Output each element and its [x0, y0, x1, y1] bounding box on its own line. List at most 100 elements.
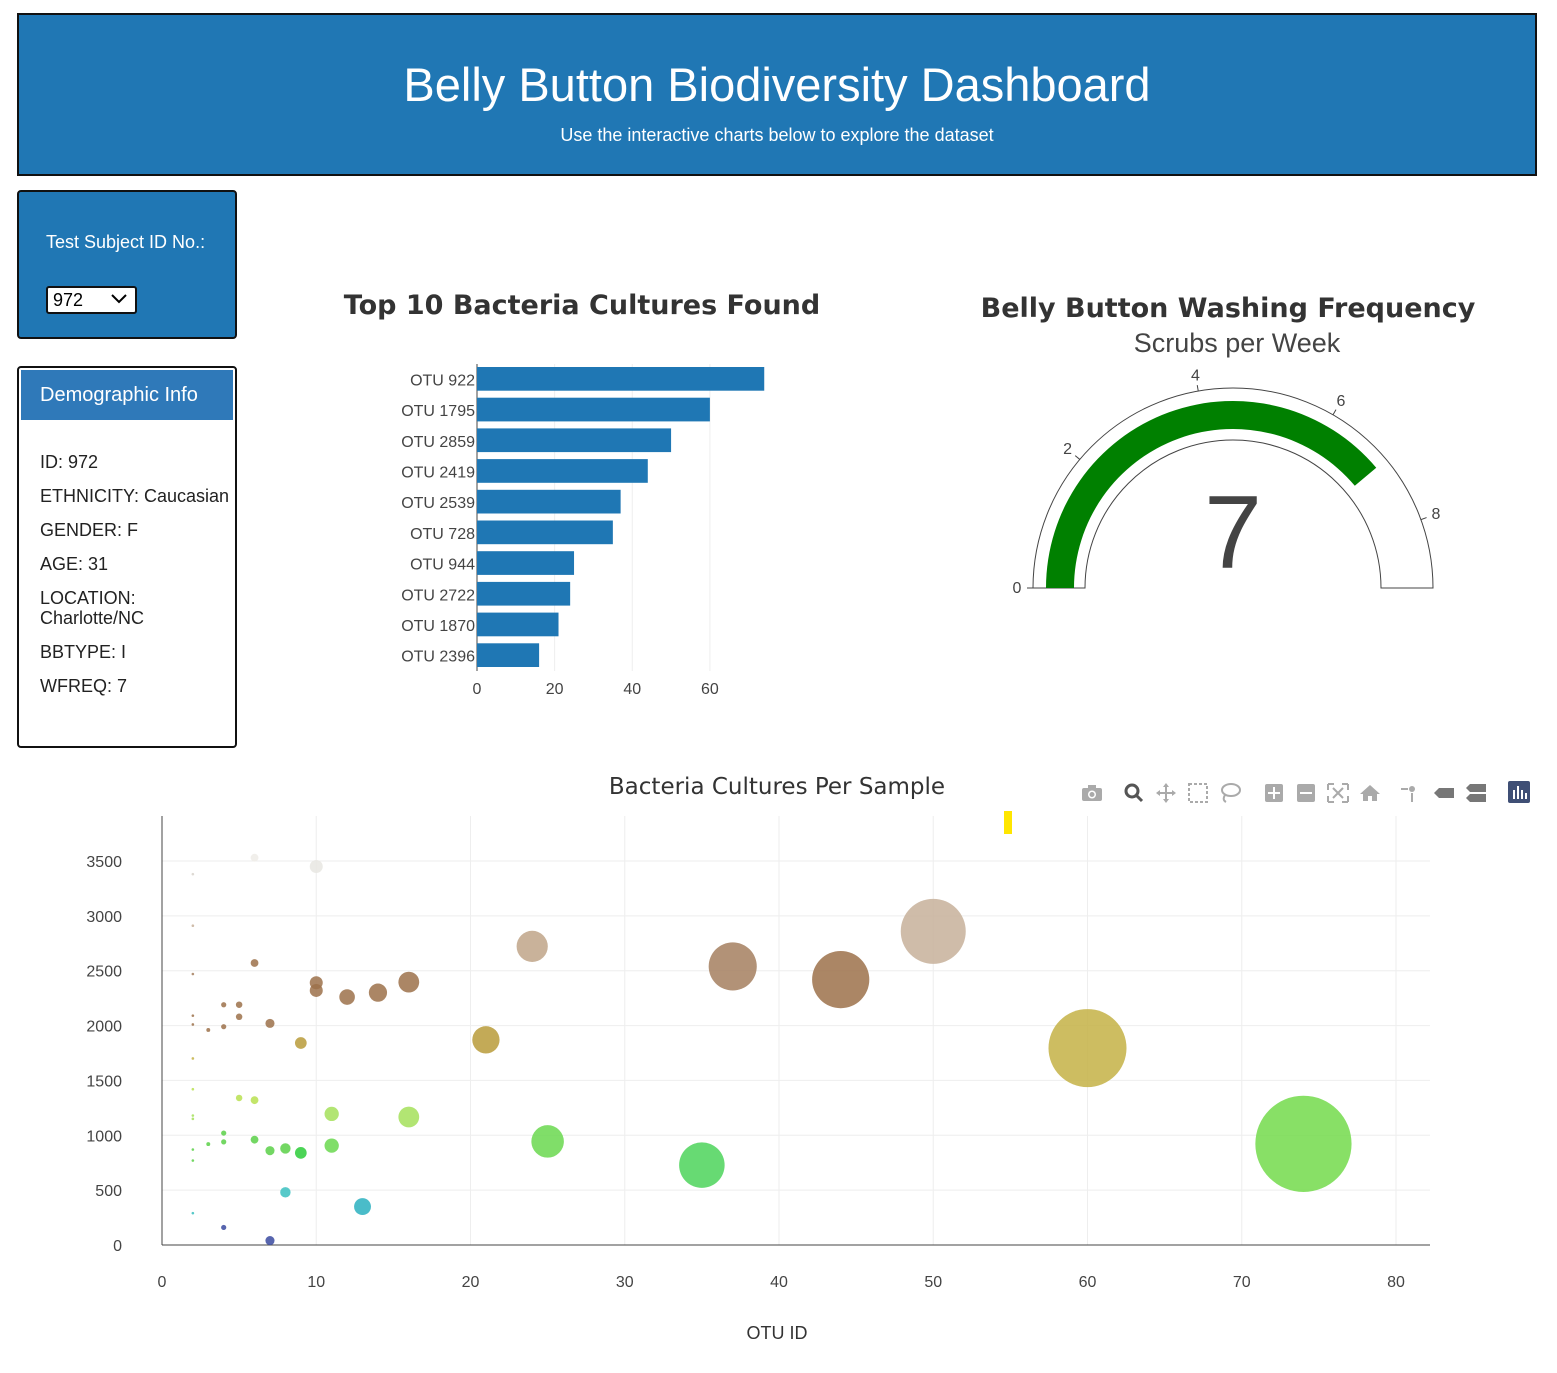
bubble-point[interactable]	[812, 951, 870, 1009]
spike-lines-icon[interactable]	[1398, 782, 1422, 809]
bar-y-tick-label: OTU 944	[410, 557, 475, 574]
bar[interactable]	[477, 581, 571, 606]
bubble-point[interactable]	[339, 989, 355, 1005]
bubble-point[interactable]	[235, 1001, 243, 1008]
bubble-point[interactable]	[191, 1023, 195, 1026]
gauge-tick-label: 2	[1063, 441, 1072, 458]
bubble-point[interactable]	[280, 1187, 291, 1198]
bubble-point[interactable]	[191, 1114, 195, 1117]
bar-y-tick-label: OTU 2722	[401, 587, 475, 604]
bubble-point[interactable]	[1255, 1095, 1352, 1192]
autoscale-icon[interactable]	[1326, 782, 1350, 809]
bubble-point[interactable]	[191, 972, 195, 976]
bubble-point[interactable]	[900, 898, 966, 964]
bar-y-tick-label: OTU 1795	[401, 403, 475, 420]
bubble-x-tick-label: 60	[1079, 1274, 1097, 1291]
bubble-point[interactable]	[206, 1028, 211, 1032]
zoom-out-icon[interactable]	[1294, 782, 1318, 809]
bubble-point[interactable]	[1048, 1009, 1127, 1088]
page-subtitle: Use the interactive charts below to expl…	[560, 125, 994, 145]
bubble-point[interactable]	[250, 853, 259, 862]
zoom-icon[interactable]	[1122, 782, 1146, 809]
bar-x-tick-label: 20	[546, 681, 564, 698]
bubble-chart-xlabel: OTU ID	[747, 1323, 808, 1343]
bubble-point[interactable]	[191, 1117, 195, 1121]
bubble-point[interactable]	[191, 924, 195, 928]
bar[interactable]	[477, 612, 559, 637]
bar[interactable]	[477, 459, 648, 483]
bubble-point[interactable]	[191, 1159, 195, 1162]
plotly-logo-icon[interactable]	[1508, 781, 1530, 808]
bubble-point[interactable]	[221, 1139, 227, 1145]
bubble-point[interactable]	[265, 1018, 275, 1028]
demographic-panel: Demographic Info ID: 972 ETHNICITY: Cauc…	[17, 366, 237, 748]
bar[interactable]	[477, 428, 672, 453]
bubble-point[interactable]	[294, 1037, 307, 1049]
demo-id: ID: 972	[40, 452, 99, 472]
bubble-point[interactable]	[324, 1106, 339, 1122]
bubble-point[interactable]	[472, 1026, 500, 1054]
bar[interactable]	[477, 397, 710, 422]
bubble-point[interactable]	[531, 1125, 564, 1158]
bubble-point[interactable]	[221, 1002, 227, 1008]
bubble-point[interactable]	[191, 1148, 195, 1151]
bubble-point[interactable]	[191, 1087, 195, 1091]
bubble-point[interactable]	[191, 1211, 195, 1215]
bubble-point[interactable]	[221, 1130, 227, 1136]
demographic-info-list: ID: 972 ETHNICITY: Caucasian GENDER: F A…	[40, 452, 230, 710]
hover-compare-icon[interactable]	[1464, 782, 1488, 809]
bubble-point[interactable]	[516, 930, 548, 962]
pan-icon[interactable]	[1154, 782, 1178, 809]
bubble-point[interactable]	[235, 1094, 243, 1102]
bar-y-tick-label: OTU 1870	[401, 618, 475, 635]
bubble-point[interactable]	[250, 1096, 259, 1105]
bubble-point[interactable]	[221, 1224, 227, 1231]
bubble-point[interactable]	[679, 1142, 725, 1188]
page-title: Belly Button Biodiversity Dashboard	[403, 58, 1151, 111]
bar[interactable]	[477, 367, 765, 391]
demo-age: AGE: 31	[40, 554, 109, 574]
bubble-x-tick-label: 10	[307, 1274, 325, 1291]
box-select-icon[interactable]	[1186, 782, 1210, 809]
reset-axes-icon[interactable]	[1358, 782, 1382, 809]
bar[interactable]	[477, 551, 575, 575]
zoom-in-icon[interactable]	[1262, 782, 1286, 809]
bubble-point[interactable]	[191, 872, 195, 876]
bubble-chart-title: Bacteria Cultures Per Sample	[608, 774, 946, 800]
bubble-y-tick-label: 2500	[86, 964, 122, 981]
bubble-y-tick-label: 1000	[86, 1128, 122, 1145]
bubble-point[interactable]	[398, 1106, 420, 1128]
highlight-marker	[1004, 811, 1012, 834]
bubble-point[interactable]	[398, 971, 420, 993]
bubble-point[interactable]	[221, 1024, 227, 1030]
subject-id-dropdown[interactable]: 972	[46, 286, 137, 314]
bar[interactable]	[477, 520, 613, 545]
bubble-point[interactable]	[206, 1142, 211, 1147]
camera-icon[interactable]	[1080, 782, 1104, 809]
gauge-chart: Belly Button Washing Frequency Scrubs pe…	[981, 293, 1476, 597]
bubble-point[interactable]	[250, 959, 259, 967]
subject-selector-label: Test Subject ID No.:	[46, 232, 206, 252]
bar-y-tick-label: OTU 2539	[401, 495, 475, 512]
bubble-point[interactable]	[250, 1135, 259, 1144]
bar[interactable]	[477, 489, 621, 514]
demographic-panel-title: Demographic Info	[21, 370, 233, 420]
bubble-point[interactable]	[309, 859, 323, 873]
bubble-point[interactable]	[708, 942, 757, 991]
bubble-point[interactable]	[354, 1198, 371, 1216]
bar-y-tick-label: OTU 728	[410, 526, 475, 543]
bubble-point[interactable]	[280, 1143, 291, 1154]
bar[interactable]	[477, 643, 540, 667]
bubble-point[interactable]	[265, 1236, 275, 1246]
bubble-point[interactable]	[191, 1057, 195, 1060]
bubble-point[interactable]	[309, 983, 323, 997]
bubble-point[interactable]	[265, 1146, 275, 1156]
hover-closest-icon[interactable]	[1432, 782, 1456, 809]
lasso-icon[interactable]	[1218, 782, 1242, 809]
bubble-point[interactable]	[191, 1014, 195, 1017]
bubble-point[interactable]	[294, 1146, 307, 1159]
bubble-point[interactable]	[235, 1013, 243, 1021]
bubble-point[interactable]	[368, 983, 388, 1002]
bubble-point[interactable]	[324, 1138, 339, 1153]
demo-ethnicity: ETHNICITY: Caucasian	[40, 486, 230, 506]
